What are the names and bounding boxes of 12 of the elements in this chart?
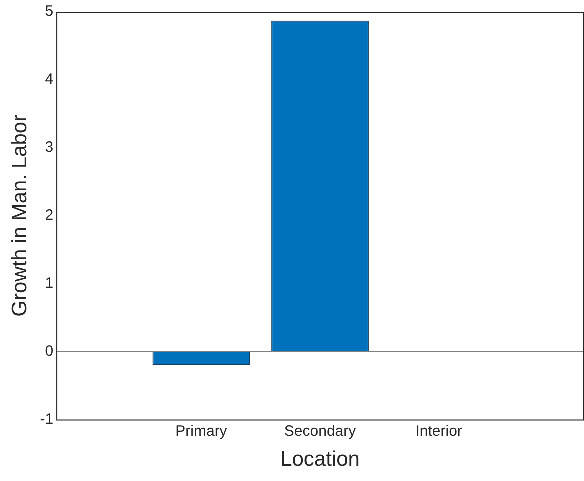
y-tick-label: 1 [45, 275, 54, 292]
y-tick-label: 5 [45, 3, 54, 20]
y-axis-title: Growth in Man. Labor [8, 114, 32, 317]
y-tick-label: 4 [45, 71, 54, 88]
y-tick-label: -1 [40, 410, 54, 428]
y-tick-label: 2 [45, 207, 54, 224]
x-tick-label: Interior [416, 422, 462, 440]
y-tick-label: 0 [45, 342, 54, 360]
x-axis-title: Location [280, 448, 360, 472]
x-tick-label: Primary [176, 422, 228, 440]
x-tick-label: Secondary [284, 422, 357, 440]
y-tick-label: 3 [45, 139, 54, 156]
